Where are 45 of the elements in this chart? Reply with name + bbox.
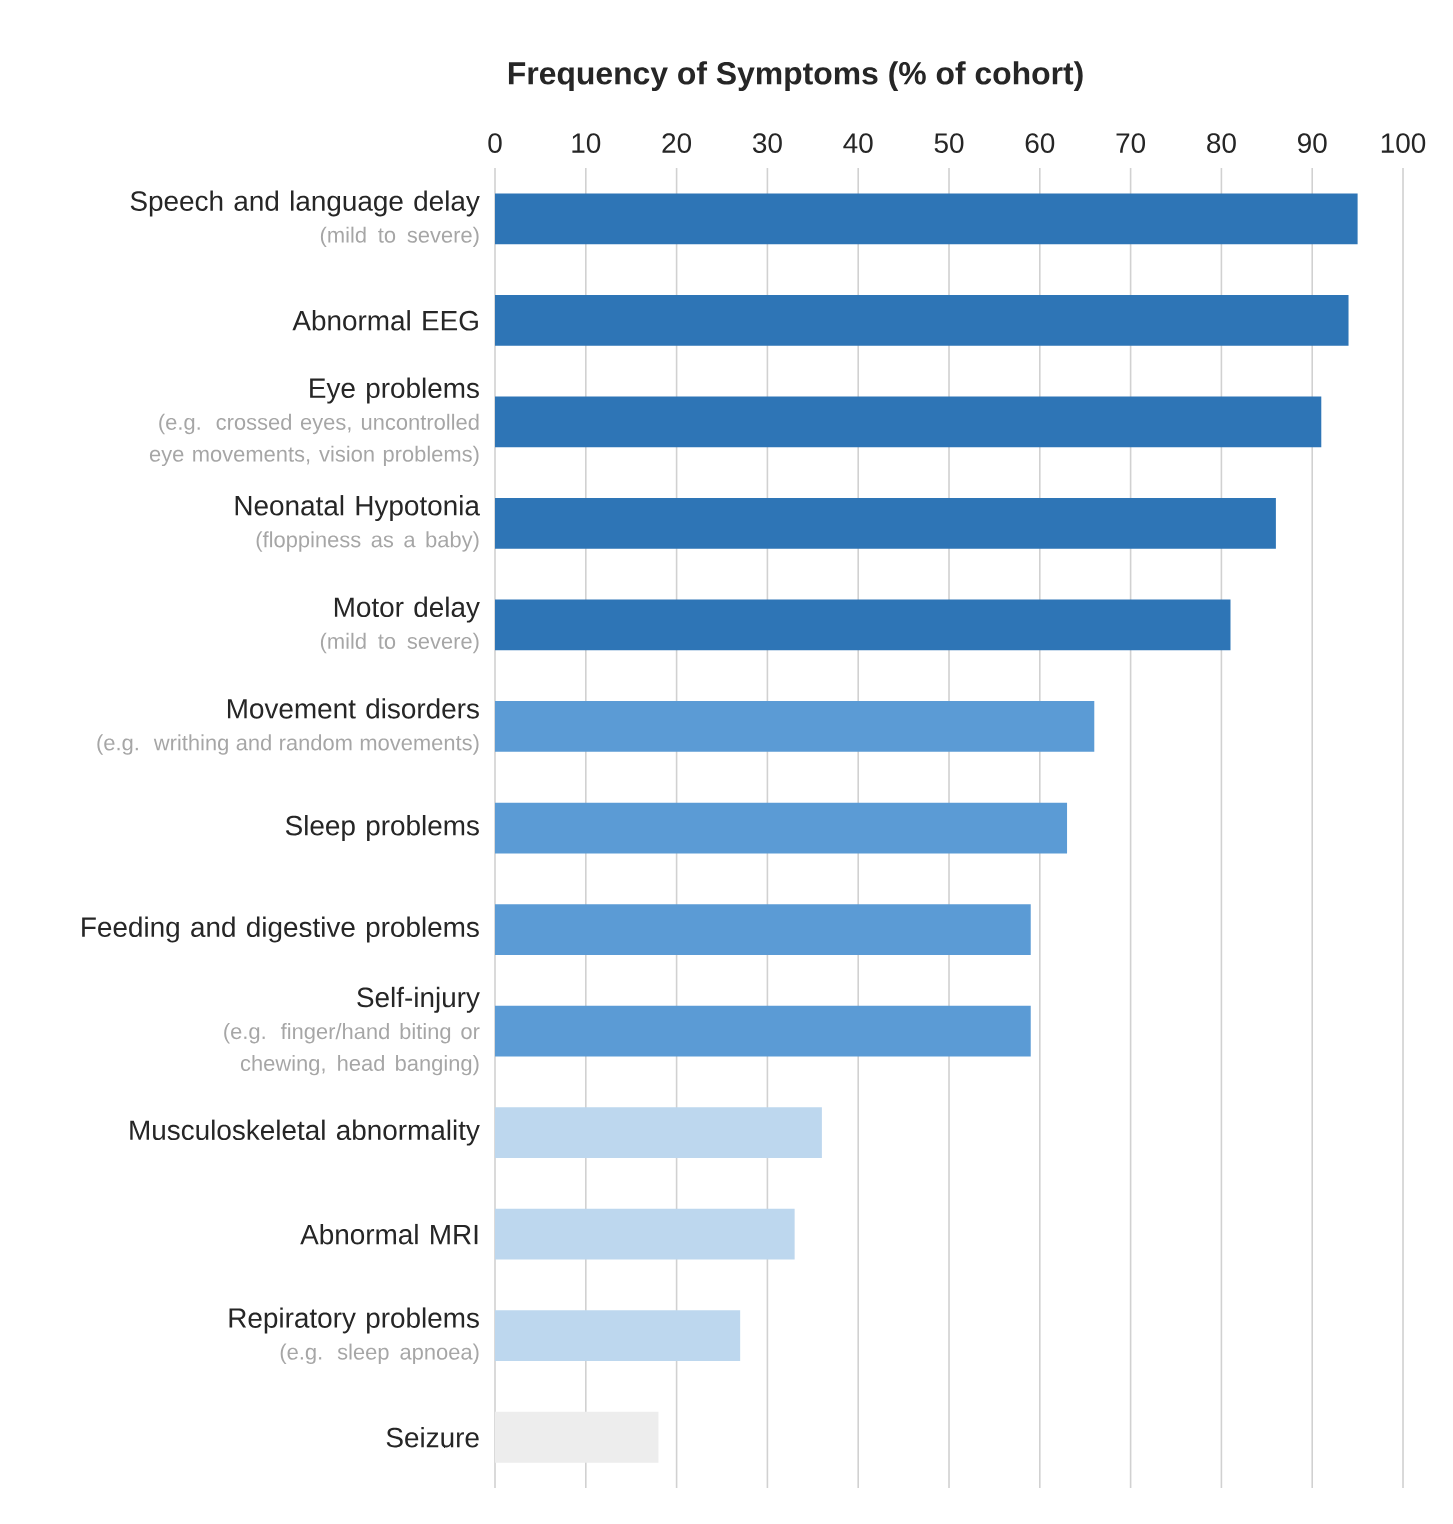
- x-tick-label: 80: [1207, 133, 1236, 153]
- bar: [495, 294, 1349, 346]
- x-tick-label: 30: [752, 133, 782, 153]
- text: (mild to severe): [320, 226, 479, 248]
- bar: [495, 1310, 741, 1362]
- x-tick-label: 20: [662, 133, 692, 153]
- x-tick-label: 100: [1381, 133, 1426, 153]
- y-tick-label: Motor delay: [334, 596, 480, 623]
- bar: [495, 498, 1276, 549]
- y-tick-label: Seizure: [386, 1427, 479, 1448]
- bar: [495, 701, 1095, 752]
- y-tick-label: Movement disorders: [227, 698, 479, 719]
- y-tick-label: Abnormal MRI: [300, 1223, 478, 1245]
- bar: [495, 904, 1031, 955]
- x-tick-label: 0: [488, 133, 502, 153]
- bar: [495, 396, 1322, 448]
- x-tick-label: 70: [1116, 133, 1146, 153]
- y-tick-label: Feeding and digestive problems: [82, 916, 479, 943]
- bar: [495, 1411, 659, 1463]
- y-tick-label: Neonatal Hypotonia: [235, 495, 480, 522]
- text: (e.g. writhing and random movements): [97, 734, 479, 755]
- x-tick-label: 40: [843, 133, 873, 153]
- bar: [495, 1208, 795, 1260]
- bar: [495, 802, 1068, 854]
- chart-title: Frequency of Symptoms (% of cohort): [508, 61, 1083, 91]
- text: (e.g. finger/hand biting or chewing, head banging): [224, 1023, 480, 1076]
- text: (floppiness as a baby): [256, 531, 479, 552]
- bar: [495, 599, 1231, 651]
- x-tick-label: 10: [572, 133, 601, 153]
- text: (mild to severe): [320, 632, 479, 654]
- y-tick-label: Sleep problems: [285, 815, 479, 841]
- bar: [495, 1107, 822, 1159]
- y-tick-label: Speech and language delay: [130, 190, 480, 217]
- bar: [495, 1005, 1031, 1057]
- bar: [495, 193, 1358, 245]
- y-tick-label: Eye problems: [310, 377, 479, 404]
- y-tick-label: Abnormal EEG: [292, 310, 478, 331]
- x-tick-label: 50: [934, 133, 964, 153]
- y-tick-label: Repiratory problems: [229, 1307, 479, 1334]
- y-tick-label: Musculoskeletal abnormality: [130, 1119, 480, 1146]
- y-tick-label: Self-injury: [357, 986, 480, 1013]
- x-tick-label: 90: [1298, 133, 1327, 153]
- x-tick-label: 60: [1025, 133, 1055, 153]
- text: (e.g. sleep apnoea): [280, 1343, 479, 1365]
- text: (e.g. crossed eyes, uncontrolled eye movements, vision problems): [149, 413, 479, 467]
